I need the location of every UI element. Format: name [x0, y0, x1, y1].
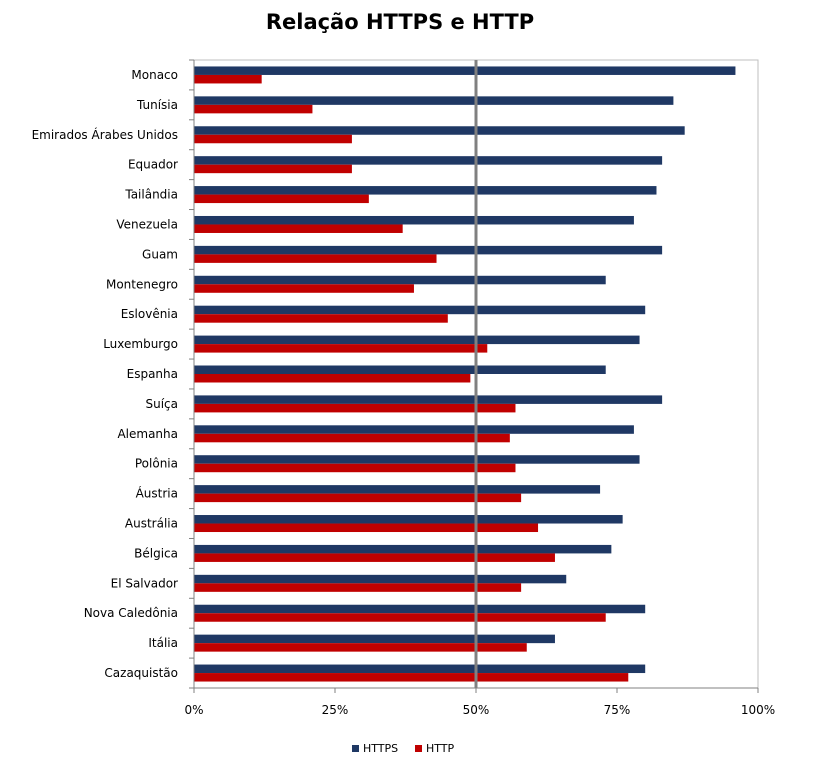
bar-http-12 [194, 433, 510, 443]
bar-http-8 [194, 314, 448, 323]
bar-http-7 [194, 284, 414, 293]
x-tick-label-3: 75% [604, 703, 631, 717]
legend-swatch-http [415, 745, 422, 752]
legend-label-http: HTTP [426, 742, 455, 755]
category-label-0: Monaco [131, 68, 178, 82]
bar-https-19 [194, 634, 555, 644]
bar-https-5 [194, 215, 634, 225]
category-label-12: Alemanha [117, 427, 178, 441]
bar-https-12 [194, 425, 634, 434]
category-label-7: Montenegro [106, 277, 178, 291]
bar-http-18 [194, 613, 606, 622]
category-label-15: Austrália [125, 517, 178, 531]
bar-http-0 [194, 74, 262, 84]
bar-https-7 [194, 275, 606, 285]
chart-title: Relação HTTPS e HTTP [265, 10, 535, 34]
bar-http-4 [194, 194, 369, 204]
x-tick-label-4: 100% [741, 703, 775, 717]
bar-http-6 [194, 254, 437, 263]
bar-https-10 [194, 365, 606, 374]
bar-https-9 [194, 335, 640, 345]
bar-https-20 [194, 664, 646, 674]
bar-http-1 [194, 104, 313, 114]
plot-area: Monaco Tunísia Emirados Árabes Unidos Equad… [32, 59, 775, 717]
legend: HTTPS HTTP [352, 742, 455, 755]
bar-https-17 [194, 574, 567, 584]
bar-https-6 [194, 245, 663, 255]
bar-https-4 [194, 186, 657, 195]
bar-https-16 [194, 544, 612, 554]
bar-http-10 [194, 374, 471, 383]
bar-https-1 [194, 96, 674, 105]
bar-http-3 [194, 164, 352, 174]
bar-http-14 [194, 493, 522, 503]
category-label-11: Suíça [145, 397, 178, 411]
legend-swatch-https [352, 745, 359, 752]
category-label-16: Bélgica [134, 546, 178, 560]
bar-http-16 [194, 553, 555, 562]
category-label-5: Venezuela [116, 217, 178, 231]
bar-https-15 [194, 515, 623, 524]
category-label-18: Nova Caledônia [84, 606, 178, 620]
category-label-20: Cazaquistão [104, 666, 178, 680]
bar-https-0 [194, 66, 736, 75]
category-label-19: Itália [148, 636, 178, 650]
bar-http-17 [194, 583, 522, 592]
bar-http-11 [194, 403, 516, 413]
category-label-6: Guam [142, 247, 178, 261]
bar-https-13 [194, 455, 640, 464]
bar-http-2 [194, 134, 352, 144]
bar-http-20 [194, 673, 629, 682]
x-tick-label-2: 50% [463, 703, 490, 717]
bar-http-13 [194, 463, 516, 473]
bar-https-8 [194, 305, 646, 315]
category-label-2: Emirados Árabes Unidos [32, 127, 178, 142]
category-label-8: Eslovênia [121, 307, 178, 321]
legend-label-https: HTTPS [363, 742, 398, 755]
category-label-13: Polônia [135, 457, 178, 471]
category-label-3: Equador [128, 158, 178, 172]
bar-http-19 [194, 643, 527, 652]
bar-https-11 [194, 395, 663, 404]
category-label-10: Espanha [127, 367, 178, 381]
bar-https-2 [194, 126, 685, 135]
bar-https-3 [194, 156, 663, 165]
bar-http-5 [194, 224, 403, 233]
category-label-17: El Salvador [111, 576, 178, 590]
bar-http-9 [194, 344, 488, 353]
x-tick-label-1: 25% [322, 703, 349, 717]
bar-http-15 [194, 523, 539, 533]
category-label-4: Tailândia [124, 188, 178, 202]
bar-https-14 [194, 485, 601, 494]
bar-https-18 [194, 604, 646, 614]
category-label-1: Tunísia [136, 98, 178, 112]
x-tick-label-0: 0% [184, 703, 203, 717]
category-label-9: Luxemburgo [103, 337, 178, 351]
category-label-14: Áustria [136, 486, 178, 501]
